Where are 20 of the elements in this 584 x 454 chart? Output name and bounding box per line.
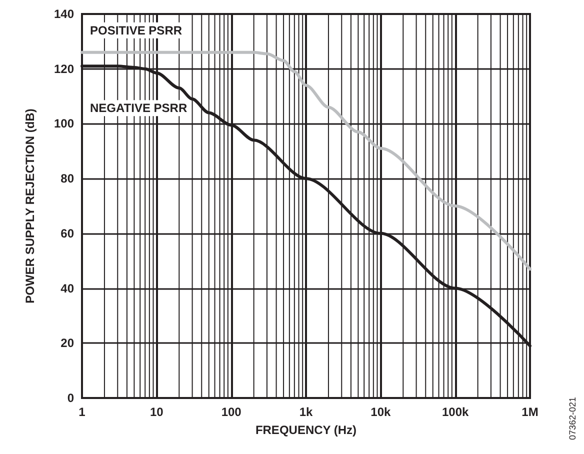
x-tick-label: 1M [522,405,538,419]
y-tick-label: 0 [67,391,74,405]
x-tick-label: 1 [78,405,86,419]
y-tick-label: 80 [60,172,74,186]
x-tick-label: 100k [442,405,470,419]
y-tick-label: 60 [60,226,74,240]
series-label: NEGATIVE PSRR [90,101,188,116]
x-tick-label: 100 [221,405,242,419]
x-tick-label: 10k [370,405,391,419]
y-tick-label: 20 [60,336,74,350]
x-tick-label: 10 [150,405,164,419]
x-axis-title: FREQUENCY (Hz) [255,423,357,437]
y-tick-label: 120 [54,62,74,76]
y-tick-label: 140 [54,7,74,21]
x-tick-label: 1k [299,405,313,419]
y-axis-title: POWER SUPPLY REJECTION (dB) [23,108,37,304]
y-tick-label: 100 [54,116,74,131]
series-label: POSITIVE PSRR [90,23,182,38]
y-tick-label: 40 [60,281,74,296]
text: 07362-021 [568,396,578,440]
